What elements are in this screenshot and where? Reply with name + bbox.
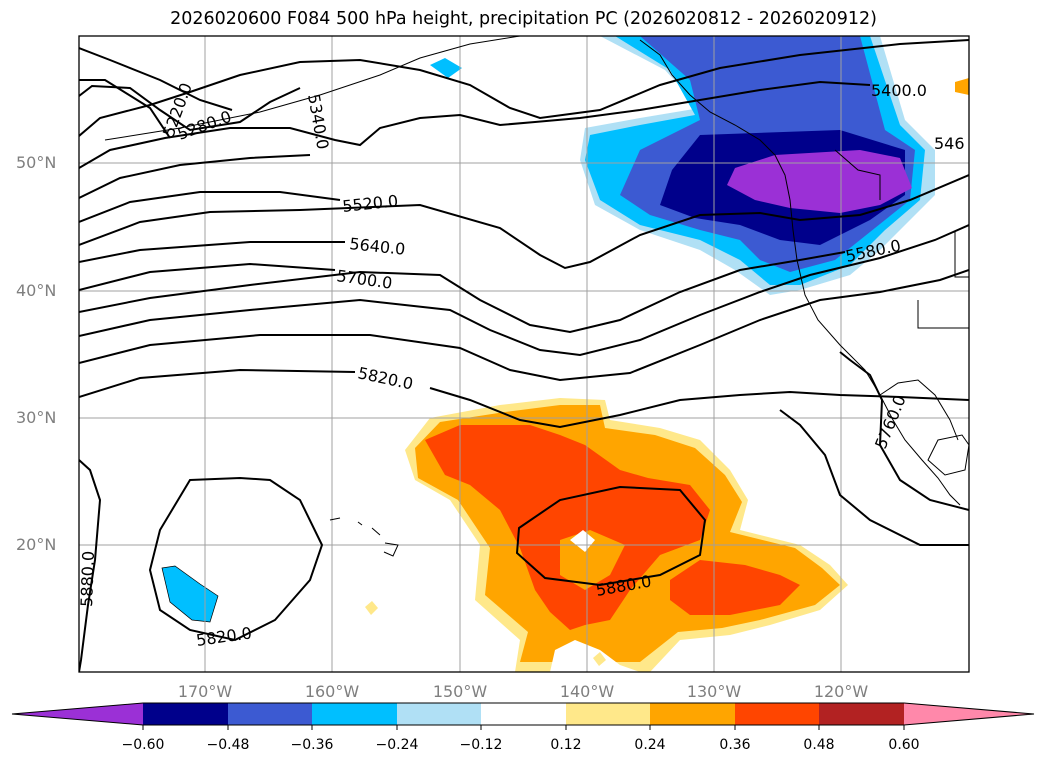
- height-contours: [79, 39, 969, 672]
- lon-tick-label: 140°W: [559, 682, 615, 701]
- contour-label: 546: [934, 134, 965, 153]
- colorbar-tick-label: −0.36: [290, 737, 334, 753]
- colorbar-tick-label: 0.48: [803, 737, 835, 753]
- colorbar-segment: [735, 703, 819, 725]
- lon-tick-label: 130°W: [686, 682, 742, 701]
- map-title: 2026020600 F084 500 hPa height, precipit…: [170, 9, 877, 29]
- colorbar-tick-label: 0.24: [634, 737, 666, 753]
- contour-label: 5340.0: [304, 92, 332, 150]
- lat-tick-label: 30°N: [16, 408, 57, 427]
- colorbar-tick-label: −0.48: [206, 737, 250, 753]
- colorbar-over-extension: [904, 703, 1034, 725]
- colorbar: [11, 702, 1035, 730]
- lon-tick-label: 170°W: [177, 682, 233, 701]
- contour-label: 5700.0: [335, 266, 393, 293]
- lat-tick-label: 40°N: [16, 281, 57, 300]
- colorbar-tick-label: −0.60: [121, 737, 165, 753]
- colorbar-segment: [481, 703, 566, 725]
- colorbar-tick-label: −0.24: [375, 737, 419, 753]
- lon-tick-label: 120°W: [813, 682, 869, 701]
- contour-label: 5820.0: [195, 623, 253, 650]
- colorbar-tick-label: 0.12: [550, 737, 582, 753]
- contour-label: 5640.0: [349, 234, 407, 259]
- contour-label: 5760.0: [871, 392, 910, 451]
- colorbar-segment: [397, 703, 481, 725]
- lon-tick-label: 150°W: [432, 682, 488, 701]
- contour-label: 5400.0: [871, 81, 927, 100]
- colorbar-segment: [312, 703, 397, 725]
- contour-label: 5820.0: [356, 363, 415, 393]
- colorbar-segment: [566, 703, 650, 725]
- colorbar-segment: [228, 703, 312, 725]
- map-frame: [78, 35, 970, 673]
- colorbar-tick-label: −0.12: [459, 737, 503, 753]
- lat-tick-label: 20°N: [16, 535, 57, 554]
- colorbar-tick-label: 0.60: [888, 737, 920, 753]
- colorbar-tick-label: 0.36: [719, 737, 751, 753]
- lat-tick-label: 50°N: [16, 153, 57, 172]
- contour-label: 5880.0: [77, 551, 98, 608]
- colorbar-segment: [650, 703, 735, 725]
- colorbar-under-extension: [12, 703, 143, 725]
- colorbar-segment: [819, 703, 904, 725]
- contour-label: 5520.0: [341, 191, 399, 216]
- colorbar-segment: [143, 703, 228, 725]
- lon-tick-label: 160°W: [304, 682, 360, 701]
